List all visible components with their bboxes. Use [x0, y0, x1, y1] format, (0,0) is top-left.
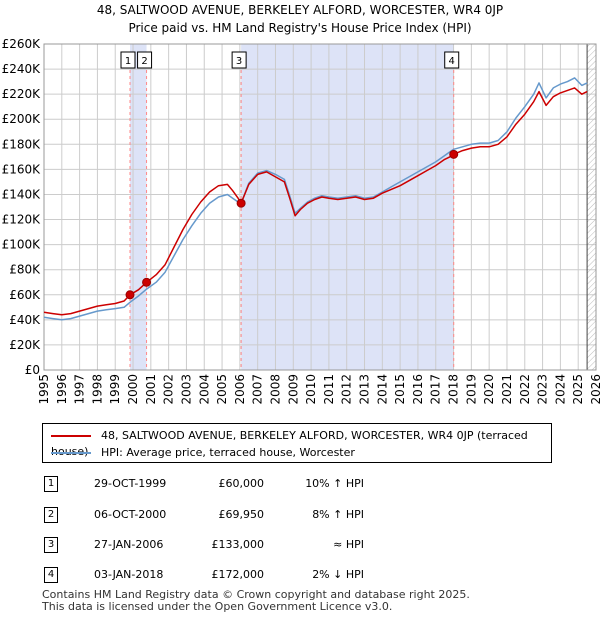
- plot-border: [43, 43, 597, 371]
- footer-copyright: Contains HM Land Registry data © Crown c…: [42, 588, 470, 601]
- legend-label-hpi: HPI: Average price, terraced house, Worc…: [101, 446, 355, 459]
- x-tick-label: 2016: [411, 374, 425, 405]
- x-tick-label: 2009: [286, 374, 300, 405]
- legend-item-property: 48, SALTWOOD AVENUE, BERKELEY ALFORD, WO…: [51, 428, 551, 458]
- x-tick-label: 2013: [358, 374, 372, 405]
- x-tick-label: 2024: [553, 374, 567, 405]
- y-tick-label: £160K: [2, 162, 42, 176]
- x-tick-label: 2004: [197, 374, 211, 405]
- transaction-price: £60,000: [218, 477, 265, 490]
- footer-licence: This data is licensed under the Open Gov…: [42, 600, 393, 613]
- y-tick-label: £200K: [2, 112, 42, 126]
- transaction-hpi-diff: 8% ↑ HPI: [312, 508, 364, 521]
- x-tick-label: 2005: [215, 374, 229, 405]
- transaction-number: 3: [44, 537, 58, 553]
- sale-marker-box: [444, 51, 460, 69]
- x-tick-label: 2001: [144, 374, 158, 405]
- shaded-span: [241, 44, 454, 370]
- y-tick-label: £20K: [9, 338, 41, 352]
- x-tick-label: 2025: [571, 374, 585, 405]
- x-tick-label: 2026: [589, 374, 600, 405]
- sale-marker-box: [231, 51, 247, 69]
- x-tick-label: 2010: [304, 374, 318, 405]
- x-tick-label: 2014: [375, 374, 389, 405]
- x-tick-label: 2006: [233, 374, 247, 405]
- sale-point: [449, 149, 459, 159]
- transaction-date: 03-JAN-2018: [94, 568, 164, 581]
- transaction-date: 27-JAN-2006: [94, 538, 164, 551]
- y-tick-label: £60K: [9, 288, 41, 302]
- transaction-number: 4: [44, 567, 58, 583]
- x-tick-label: 1999: [108, 374, 122, 405]
- sale-marker-label: 3: [236, 56, 242, 67]
- transaction-price: £133,000: [211, 538, 265, 551]
- y-tick-label: £180K: [2, 137, 42, 151]
- chart-title-line1: 48, SALTWOOD AVENUE, BERKELEY ALFORD, WO…: [96, 3, 504, 17]
- x-tick-label: 2020: [482, 374, 496, 405]
- y-tick-label: £120K: [2, 213, 42, 227]
- x-tick-label: 2018: [447, 374, 461, 405]
- price-chart: £0 £20K £40K £60K £80K £100K £120K £140K £160K £1…: [2, 37, 600, 405]
- x-tick-label: 2000: [126, 374, 140, 405]
- transaction-date: 29-OCT-1999: [94, 477, 167, 490]
- y-tick-label: £100K: [2, 238, 42, 252]
- sale-marker-label: 1: [125, 56, 131, 67]
- transaction-price: £172,000: [211, 568, 265, 581]
- transaction-hpi-diff: ≈ HPI: [333, 538, 364, 551]
- x-tick-label: 2008: [268, 374, 282, 405]
- shaded-span: [130, 44, 147, 370]
- sale-point: [125, 290, 135, 300]
- x-tick-label: 2007: [251, 374, 265, 405]
- x-tick-label: 2019: [464, 374, 478, 405]
- sale-marker-label: 4: [449, 56, 455, 67]
- x-tick-label: 1998: [90, 374, 104, 405]
- x-tick-label: 2021: [500, 374, 514, 405]
- x-tick-label: 1997: [73, 374, 87, 405]
- y-tick-label: £260K: [2, 37, 42, 51]
- y-tick-label: £0: [25, 363, 40, 377]
- transaction-number: 2: [44, 507, 58, 523]
- x-tick-label: 2017: [429, 374, 443, 405]
- x-tick-label: 2023: [536, 374, 550, 405]
- legend-swatch-hpi: [51, 452, 91, 454]
- chart-legend: 48, SALTWOOD AVENUE, BERKELEY ALFORD, WO…: [42, 423, 552, 463]
- y-tick-label: £40K: [9, 313, 41, 327]
- x-tick-label: 2011: [322, 374, 336, 405]
- legend-item-hpi: HPI: Average price, terraced house, Worc…: [51, 445, 355, 461]
- y-tick-label: £240K: [2, 62, 42, 76]
- sale-point: [236, 198, 246, 208]
- x-tick-label: 2022: [518, 374, 532, 405]
- y-tick-label: £80K: [9, 263, 41, 277]
- transaction-hpi-diff: 10% ↑ HPI: [305, 477, 364, 490]
- x-tick-label: 2003: [179, 374, 193, 405]
- transaction-date: 06-OCT-2000: [94, 508, 167, 521]
- sale-point: [142, 277, 152, 287]
- sale-marker-box: [137, 51, 153, 69]
- x-tick-label: 2015: [393, 374, 407, 405]
- series-line-property: [43, 87, 588, 316]
- series-line-hpi: [43, 77, 588, 321]
- legend-swatch-property: [51, 435, 91, 437]
- transaction-hpi-diff: 2% ↓ HPI: [312, 568, 364, 581]
- x-tick-label: 2002: [162, 374, 176, 405]
- y-tick-label: £220K: [2, 87, 42, 101]
- legend-label-property: 48, SALTWOOD AVENUE, BERKELEY ALFORD, WO…: [51, 429, 528, 458]
- x-tick-label: 2012: [340, 374, 354, 405]
- y-tick-label: £140K: [2, 187, 42, 201]
- future-region: [587, 44, 596, 370]
- x-tick-label: 1995: [37, 374, 51, 405]
- transaction-number: 1: [44, 476, 58, 492]
- transaction-price: £69,950: [218, 508, 265, 521]
- chart-title-line2: Price paid vs. HM Land Registry's House …: [128, 21, 472, 35]
- sale-marker-box: [120, 51, 136, 69]
- sale-marker-label: 2: [141, 56, 147, 67]
- x-tick-label: 1996: [55, 374, 69, 405]
